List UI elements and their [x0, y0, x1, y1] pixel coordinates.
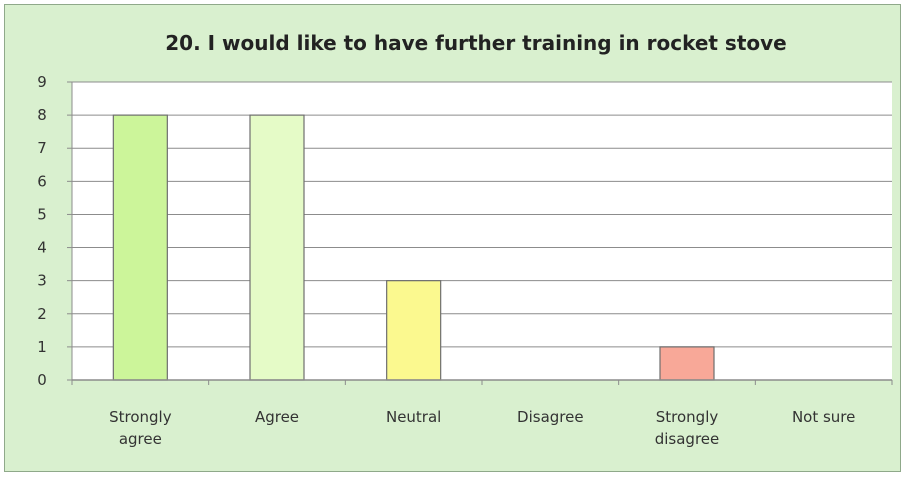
y-tick-label: 8	[37, 106, 47, 124]
y-tick-label: 1	[37, 338, 47, 356]
gridlines	[72, 81, 892, 348]
y-tick-label: 7	[37, 139, 47, 157]
y-axis-ticks: 0 1 2 3 4 5 6 7 8 9	[37, 73, 72, 389]
bar	[659, 346, 715, 381]
x-tick-label: Neutral	[386, 408, 441, 426]
x-tick-label: Not sure	[792, 408, 855, 426]
y-tick-label: 2	[37, 305, 47, 323]
y-tick-label: 3	[37, 272, 47, 290]
x-tick-label: Disagree	[517, 408, 584, 426]
x-axis-labels: Strongly agree Agree Neutral Disagree Strongl…	[71, 380, 893, 448]
y-tick-label: 5	[37, 205, 47, 223]
chart-title: 20. I would like to have further trainin…	[165, 31, 787, 55]
x-tick-label: Strongly disagree	[655, 408, 720, 448]
bars	[112, 114, 715, 381]
bar	[386, 280, 442, 381]
bar	[112, 114, 168, 381]
y-tick-label: 4	[37, 239, 47, 257]
y-tick-label: 0	[37, 371, 47, 389]
x-tick-label: Strongly agree	[109, 408, 172, 448]
x-tick-label: Agree	[255, 408, 299, 426]
bar	[249, 114, 305, 381]
plot-area	[72, 82, 892, 380]
y-tick-label: 9	[37, 73, 47, 91]
y-tick-label: 6	[37, 172, 47, 190]
